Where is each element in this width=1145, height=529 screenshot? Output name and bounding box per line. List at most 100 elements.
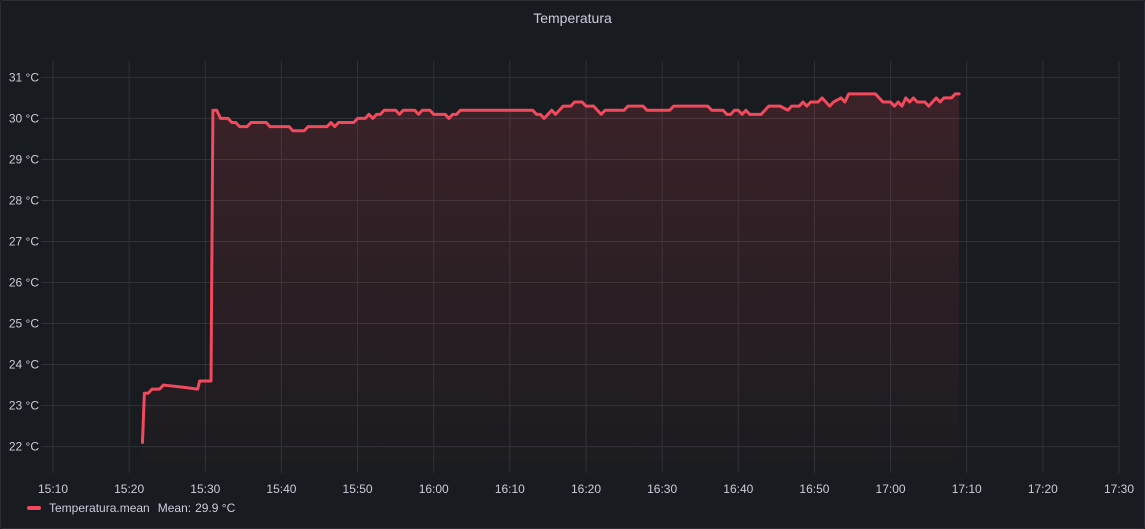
- y-tick-label: 23 °C: [9, 399, 39, 413]
- y-tick-label: 25 °C: [9, 317, 39, 331]
- data-point: [798, 105, 801, 108]
- data-point: [447, 117, 450, 120]
- data-point: [942, 96, 945, 99]
- y-tick-label: 31 °C: [9, 70, 39, 84]
- data-point: [352, 121, 355, 124]
- y-tick-label: 28 °C: [9, 193, 39, 207]
- legend[interactable]: Temperatura.mean Mean: 29.9 °C: [27, 501, 235, 515]
- data-point: [840, 96, 843, 99]
- data-point: [402, 109, 405, 112]
- data-point: [927, 105, 930, 108]
- y-tick-label: 29 °C: [9, 152, 39, 166]
- data-point: [569, 105, 572, 108]
- data-point: [554, 113, 557, 116]
- data-point: [881, 101, 884, 104]
- data-point: [908, 101, 911, 104]
- data-point: [543, 117, 546, 120]
- data-point: [744, 109, 747, 112]
- data-point: [303, 129, 306, 132]
- data-point: [668, 109, 671, 112]
- data-point: [585, 105, 588, 108]
- data-point: [900, 105, 903, 108]
- data-point: [722, 109, 725, 112]
- data-point: [356, 117, 359, 120]
- data-point: [196, 388, 199, 391]
- x-tick-label: 17:30: [1104, 482, 1134, 496]
- data-point: [219, 117, 222, 120]
- data-point: [246, 125, 249, 128]
- data-point: [912, 96, 915, 99]
- data-point: [444, 113, 447, 116]
- data-point: [821, 96, 824, 99]
- data-point: [367, 113, 370, 116]
- panel-title: Temperatura: [533, 10, 612, 26]
- data-point: [269, 125, 272, 128]
- data-point: [897, 101, 900, 104]
- data-point: [802, 101, 805, 104]
- x-tick-label: 15:20: [114, 482, 144, 496]
- data-point: [417, 113, 420, 116]
- data-point: [539, 113, 542, 116]
- data-point: [832, 101, 835, 104]
- data-point: [413, 109, 416, 112]
- data-point: [162, 384, 165, 387]
- x-tick-label: 15:40: [266, 482, 296, 496]
- x-tick-label: 15:10: [38, 482, 68, 496]
- data-point: [546, 113, 549, 116]
- data-point: [931, 101, 934, 104]
- data-point: [729, 113, 732, 116]
- data-point: [562, 105, 565, 108]
- data-point: [181, 386, 184, 389]
- data-point: [143, 392, 146, 395]
- data-point: [760, 113, 763, 116]
- y-axis-labels: 22 °C 23 °C 24 °C 25 °C 26 °C 27 °C 28 °C 29 °C…: [9, 70, 39, 453]
- data-point: [238, 125, 241, 128]
- data-point: [394, 109, 397, 112]
- data-point: [843, 101, 846, 104]
- data-point: [421, 109, 424, 112]
- legend-series-name[interactable]: Temperatura.mean: [49, 501, 150, 515]
- data-point: [767, 105, 770, 108]
- data-point: [954, 92, 957, 95]
- series-area-fill: [142, 93, 960, 463]
- data-point: [706, 105, 709, 108]
- data-point: [763, 109, 766, 112]
- data-point: [211, 109, 214, 112]
- data-point: [147, 392, 150, 395]
- data-point: [786, 109, 789, 112]
- legend-mean-label: Mean:: [157, 501, 192, 515]
- x-tick-label: 16:10: [495, 482, 525, 496]
- data-point: [288, 125, 291, 128]
- data-point: [150, 388, 153, 391]
- series-line[interactable]: [140, 92, 961, 444]
- data-point: [215, 109, 218, 112]
- data-point: [573, 101, 576, 104]
- data-point: [455, 113, 458, 116]
- data-point: [748, 113, 751, 116]
- data-point: [379, 113, 382, 116]
- x-tick-label: 17:00: [876, 482, 906, 496]
- data-point: [604, 109, 607, 112]
- x-tick-label: 16:20: [571, 482, 601, 496]
- data-point: [710, 109, 713, 112]
- data-point: [531, 109, 534, 112]
- data-point: [923, 101, 926, 104]
- data-point: [950, 96, 953, 99]
- x-tick-label: 16:00: [419, 482, 449, 496]
- data-point: [847, 92, 850, 95]
- x-tick-label: 16:30: [647, 482, 677, 496]
- data-point: [893, 105, 896, 108]
- data-point: [958, 92, 961, 95]
- data-point: [916, 101, 919, 104]
- data-point: [398, 113, 401, 116]
- data-point: [550, 109, 553, 112]
- data-point: [642, 105, 645, 108]
- data-point: [645, 109, 648, 112]
- y-tick-label: 30 °C: [9, 111, 39, 125]
- data-point: [337, 121, 340, 124]
- data-point: [581, 101, 584, 104]
- data-point: [364, 117, 367, 120]
- data-point: [672, 105, 675, 108]
- data-point: [817, 101, 820, 104]
